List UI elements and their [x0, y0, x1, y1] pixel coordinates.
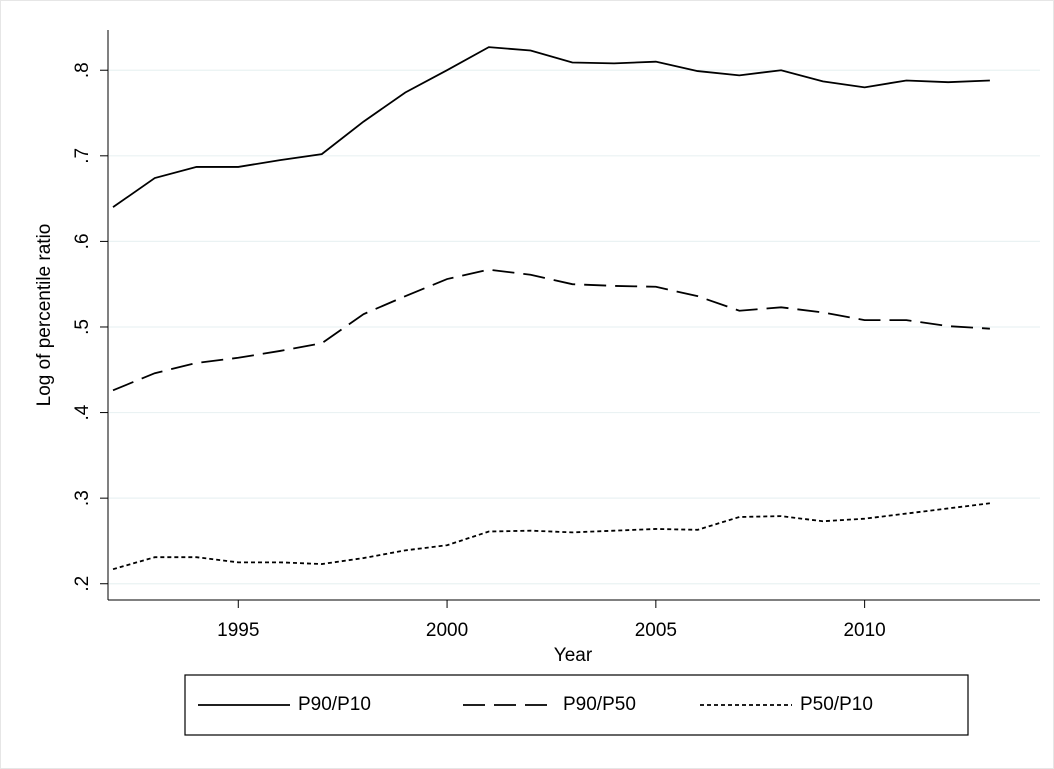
- y-tick-label: .2: [72, 576, 93, 592]
- x-axis-label: Year: [554, 645, 593, 666]
- legend-label: P50/P10: [800, 694, 873, 715]
- y-tick-label: .3: [72, 490, 93, 506]
- data-line: [112, 46, 990, 208]
- x-tick-label: 2005: [635, 620, 677, 641]
- legend-box: [184, 674, 969, 736]
- y-tick-label: .5: [72, 319, 93, 335]
- data-line: [112, 502, 990, 571]
- y-tick-label: .8: [72, 62, 93, 78]
- y-tick-label: .6: [72, 233, 93, 249]
- legend-label: P90/P10: [298, 694, 371, 715]
- y-tick-label: .4: [72, 404, 93, 420]
- x-tick-label: 2010: [843, 620, 885, 641]
- legend-label: P90/P50: [563, 694, 636, 715]
- y-tick-label: .7: [72, 148, 93, 164]
- x-tick-label: 2000: [426, 620, 468, 641]
- y-axis-label: Log of percentile ratio: [34, 224, 55, 407]
- data-line: [112, 268, 990, 392]
- x-tick-label: 1995: [217, 620, 259, 641]
